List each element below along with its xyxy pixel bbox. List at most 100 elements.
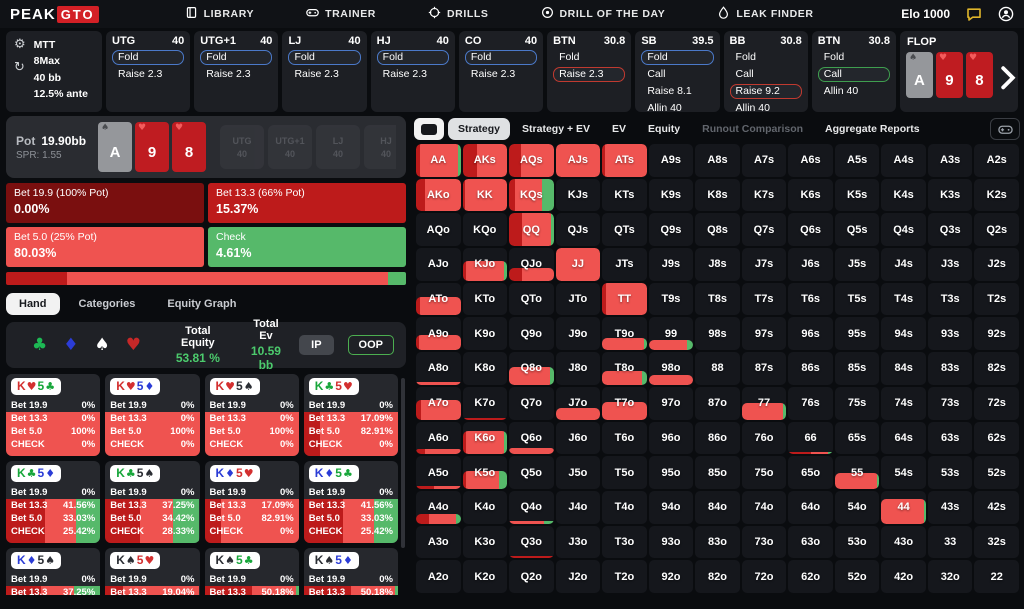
hand-cell-J6o[interactable]: J6o (555, 421, 601, 455)
hand-cell-72o[interactable]: 72o (741, 560, 787, 593)
hand-cell-44[interactable]: 44 (881, 490, 926, 524)
hand-cell-73s[interactable]: 73s (927, 386, 973, 420)
action-call[interactable]: Call (817, 67, 890, 82)
bet-option-2[interactable]: Bet 13.3 (66% Pot) 15.37% (208, 183, 406, 223)
hand-cell-AQs[interactable]: AQs (509, 144, 554, 177)
hand-cell-A3o[interactable]: A3o (416, 525, 461, 559)
hand-cell-QJs[interactable]: QJs (555, 213, 601, 247)
action-call[interactable]: Call (647, 68, 666, 80)
display-mode-icon[interactable] (414, 118, 444, 140)
hand-cell-97s[interactable]: 97s (741, 317, 787, 351)
nav-item-leak-finder[interactable]: LEAK FINDER (717, 6, 813, 22)
hand-cell-99[interactable]: 99 (648, 317, 694, 351)
tab-hand[interactable]: Hand (6, 293, 60, 315)
hand-cell-J4s[interactable]: J4s (881, 248, 926, 281)
hand-cell-KQo[interactable]: KQo (462, 213, 508, 247)
hand-cell-Q8s[interactable]: Q8s (695, 213, 740, 247)
hand-cell-82s[interactable]: 82s (974, 352, 1019, 385)
hand-cell-J8s[interactable]: J8s (695, 248, 740, 281)
bet-option-3[interactable]: Bet 5.0 (25% Pot) 80.03% (6, 227, 204, 267)
combo-card-Kc5h[interactable]: K ♣ 5 ♥ Bet 19.9 0% Bet 13.3 17.09% Bet 5.0 82.91… (303, 374, 398, 456)
hand-cell-84s[interactable]: 84s (881, 352, 926, 385)
hand-cell-Q5s[interactable]: Q5s (834, 213, 880, 247)
nav-item-trainer[interactable]: TRAINER (306, 6, 376, 22)
hand-cell-ATs[interactable]: ATs (602, 144, 647, 177)
suit-filter-h[interactable]: ♥ (125, 335, 141, 355)
hand-cell-A4s[interactable]: A4s (881, 144, 926, 177)
hand-cell-J7s[interactable]: J7s (741, 248, 787, 281)
hand-cell-52s[interactable]: 52s (974, 456, 1019, 489)
hand-cell-86o[interactable]: 86o (695, 421, 740, 455)
action-fold[interactable]: Fold (823, 51, 845, 63)
suit-filter-d[interactable]: ♦ (63, 335, 79, 355)
gear-icon[interactable]: ⚙ (14, 37, 26, 52)
hand-cell-J5s[interactable]: J5s (834, 248, 880, 281)
action-fold[interactable]: Fold (112, 50, 185, 65)
hand-cell-K2s[interactable]: K2s (974, 178, 1019, 212)
hand-cell-83s[interactable]: 83s (927, 352, 973, 385)
hand-cell-A7o[interactable]: A7o (416, 386, 461, 420)
hand-cell-76o[interactable]: 76o (741, 421, 787, 455)
hand-cell-J5o[interactable]: J5o (555, 456, 601, 489)
hand-cell-A8s[interactable]: A8s (695, 144, 740, 177)
hand-cell-KTo[interactable]: KTo (462, 282, 508, 316)
hand-cell-T9s[interactable]: T9s (648, 282, 694, 316)
action-fold[interactable]: Fold (464, 50, 538, 65)
combo-card-Kh5c[interactable]: K ♥ 5 ♣ Bet 19.9 0% Bet 13.3 0% Bet 5.0 100% CHECK… (6, 374, 101, 456)
hand-cell-AJs[interactable]: AJs (555, 144, 601, 177)
hand-cell-K6s[interactable]: K6s (788, 178, 833, 212)
nav-item-drills[interactable]: DRILLS (428, 6, 489, 22)
hand-cell-63s[interactable]: 63s (927, 421, 973, 455)
hand-cell-43s[interactable]: 43s (927, 490, 973, 524)
hand-cell-66[interactable]: 66 (788, 421, 833, 455)
hand-cell-J3o[interactable]: J3o (555, 525, 601, 559)
matrix-tab-runout-comparison[interactable]: Runout Comparison (702, 123, 804, 135)
combo-card-Kh5s[interactable]: K ♥ 5 ♠ Bet 19.9 0% Bet 13.3 0% Bet 5.0 100% CHECK… (204, 374, 299, 456)
hand-cell-Q5o[interactable]: Q5o (509, 456, 554, 489)
combo-card-Ks5c[interactable]: K♠5♣Bet 19.90%Bet 13.350.18%Bet 5.046.82… (204, 548, 299, 595)
hand-cell-88[interactable]: 88 (695, 352, 740, 385)
tab-equity-graph[interactable]: Equity Graph (167, 298, 237, 310)
hand-cell-K3o[interactable]: K3o (462, 525, 508, 559)
hand-cell-98o[interactable]: 98o (648, 352, 694, 385)
hand-cell-96o[interactable]: 96o (648, 421, 694, 455)
hand-cell-33[interactable]: 33 (927, 525, 973, 559)
ip-button[interactable]: IP (299, 335, 334, 355)
tab-categories[interactable]: Categories (78, 298, 136, 310)
bet-option-4[interactable]: Check 4.61% (208, 227, 406, 267)
hand-cell-JTo[interactable]: JTo (555, 282, 601, 316)
hand-cell-KQs[interactable]: KQs (509, 178, 554, 212)
suit-filter-s[interactable]: ♠ (94, 335, 110, 355)
hand-cell-A7s[interactable]: A7s (741, 144, 787, 177)
hand-cell-T8s[interactable]: T8s (695, 282, 740, 316)
hand-cell-Q6s[interactable]: Q6s (788, 213, 833, 247)
hand-cell-K4o[interactable]: K4o (462, 490, 508, 524)
action-raise-2-3[interactable]: Raise 2.3 (294, 68, 339, 80)
hand-cell-82o[interactable]: 82o (695, 560, 740, 593)
combo-card-Kd5s[interactable]: K♦5♠Bet 19.90%Bet 13.337.25%Bet 5.034.42… (6, 548, 101, 595)
hand-cell-32o[interactable]: 32o (927, 560, 973, 593)
action-raise-2-3[interactable]: Raise 2.3 (382, 68, 428, 80)
action-allin-40[interactable]: Allin 40 (735, 102, 770, 112)
hand-cell-T8o[interactable]: T8o (602, 352, 647, 385)
nav-item-library[interactable]: LIBRARY (185, 6, 254, 22)
hand-cell-J9o[interactable]: J9o (555, 317, 601, 351)
action-fold[interactable]: Fold (735, 51, 756, 63)
hand-cell-ATo[interactable]: ATo (416, 282, 461, 316)
combo-card-Ks5d[interactable]: K♠5♦Bet 19.90%Bet 13.350.18%Bet 5.046.82… (303, 548, 398, 595)
nav-item-drill-of-the-day[interactable]: DRILL OF THE DAY (541, 6, 666, 22)
hand-cell-J9s[interactable]: J9s (648, 248, 694, 281)
action-raise-2-3[interactable]: Raise 2.3 (206, 68, 251, 80)
hand-cell-77[interactable]: 77 (741, 386, 787, 420)
hand-cell-65s[interactable]: 65s (834, 421, 880, 455)
scrollbar-thumb[interactable] (401, 378, 405, 548)
hand-cell-42s[interactable]: 42s (974, 490, 1019, 524)
hand-cell-62s[interactable]: 62s (974, 421, 1019, 455)
hand-cell-KJs[interactable]: KJs (555, 178, 601, 212)
hand-cell-Q7s[interactable]: Q7s (741, 213, 787, 247)
hand-cell-T4s[interactable]: T4s (881, 282, 926, 316)
hand-cell-A2o[interactable]: A2o (416, 560, 461, 593)
combo-card-Kd5h[interactable]: K ♦ 5 ♥ Bet 19.9 0% Bet 13.3 17.09% Bet 5.0 82.91… (204, 461, 299, 543)
hand-cell-J2o[interactable]: J2o (555, 560, 601, 593)
oop-button[interactable]: OOP (347, 335, 394, 355)
